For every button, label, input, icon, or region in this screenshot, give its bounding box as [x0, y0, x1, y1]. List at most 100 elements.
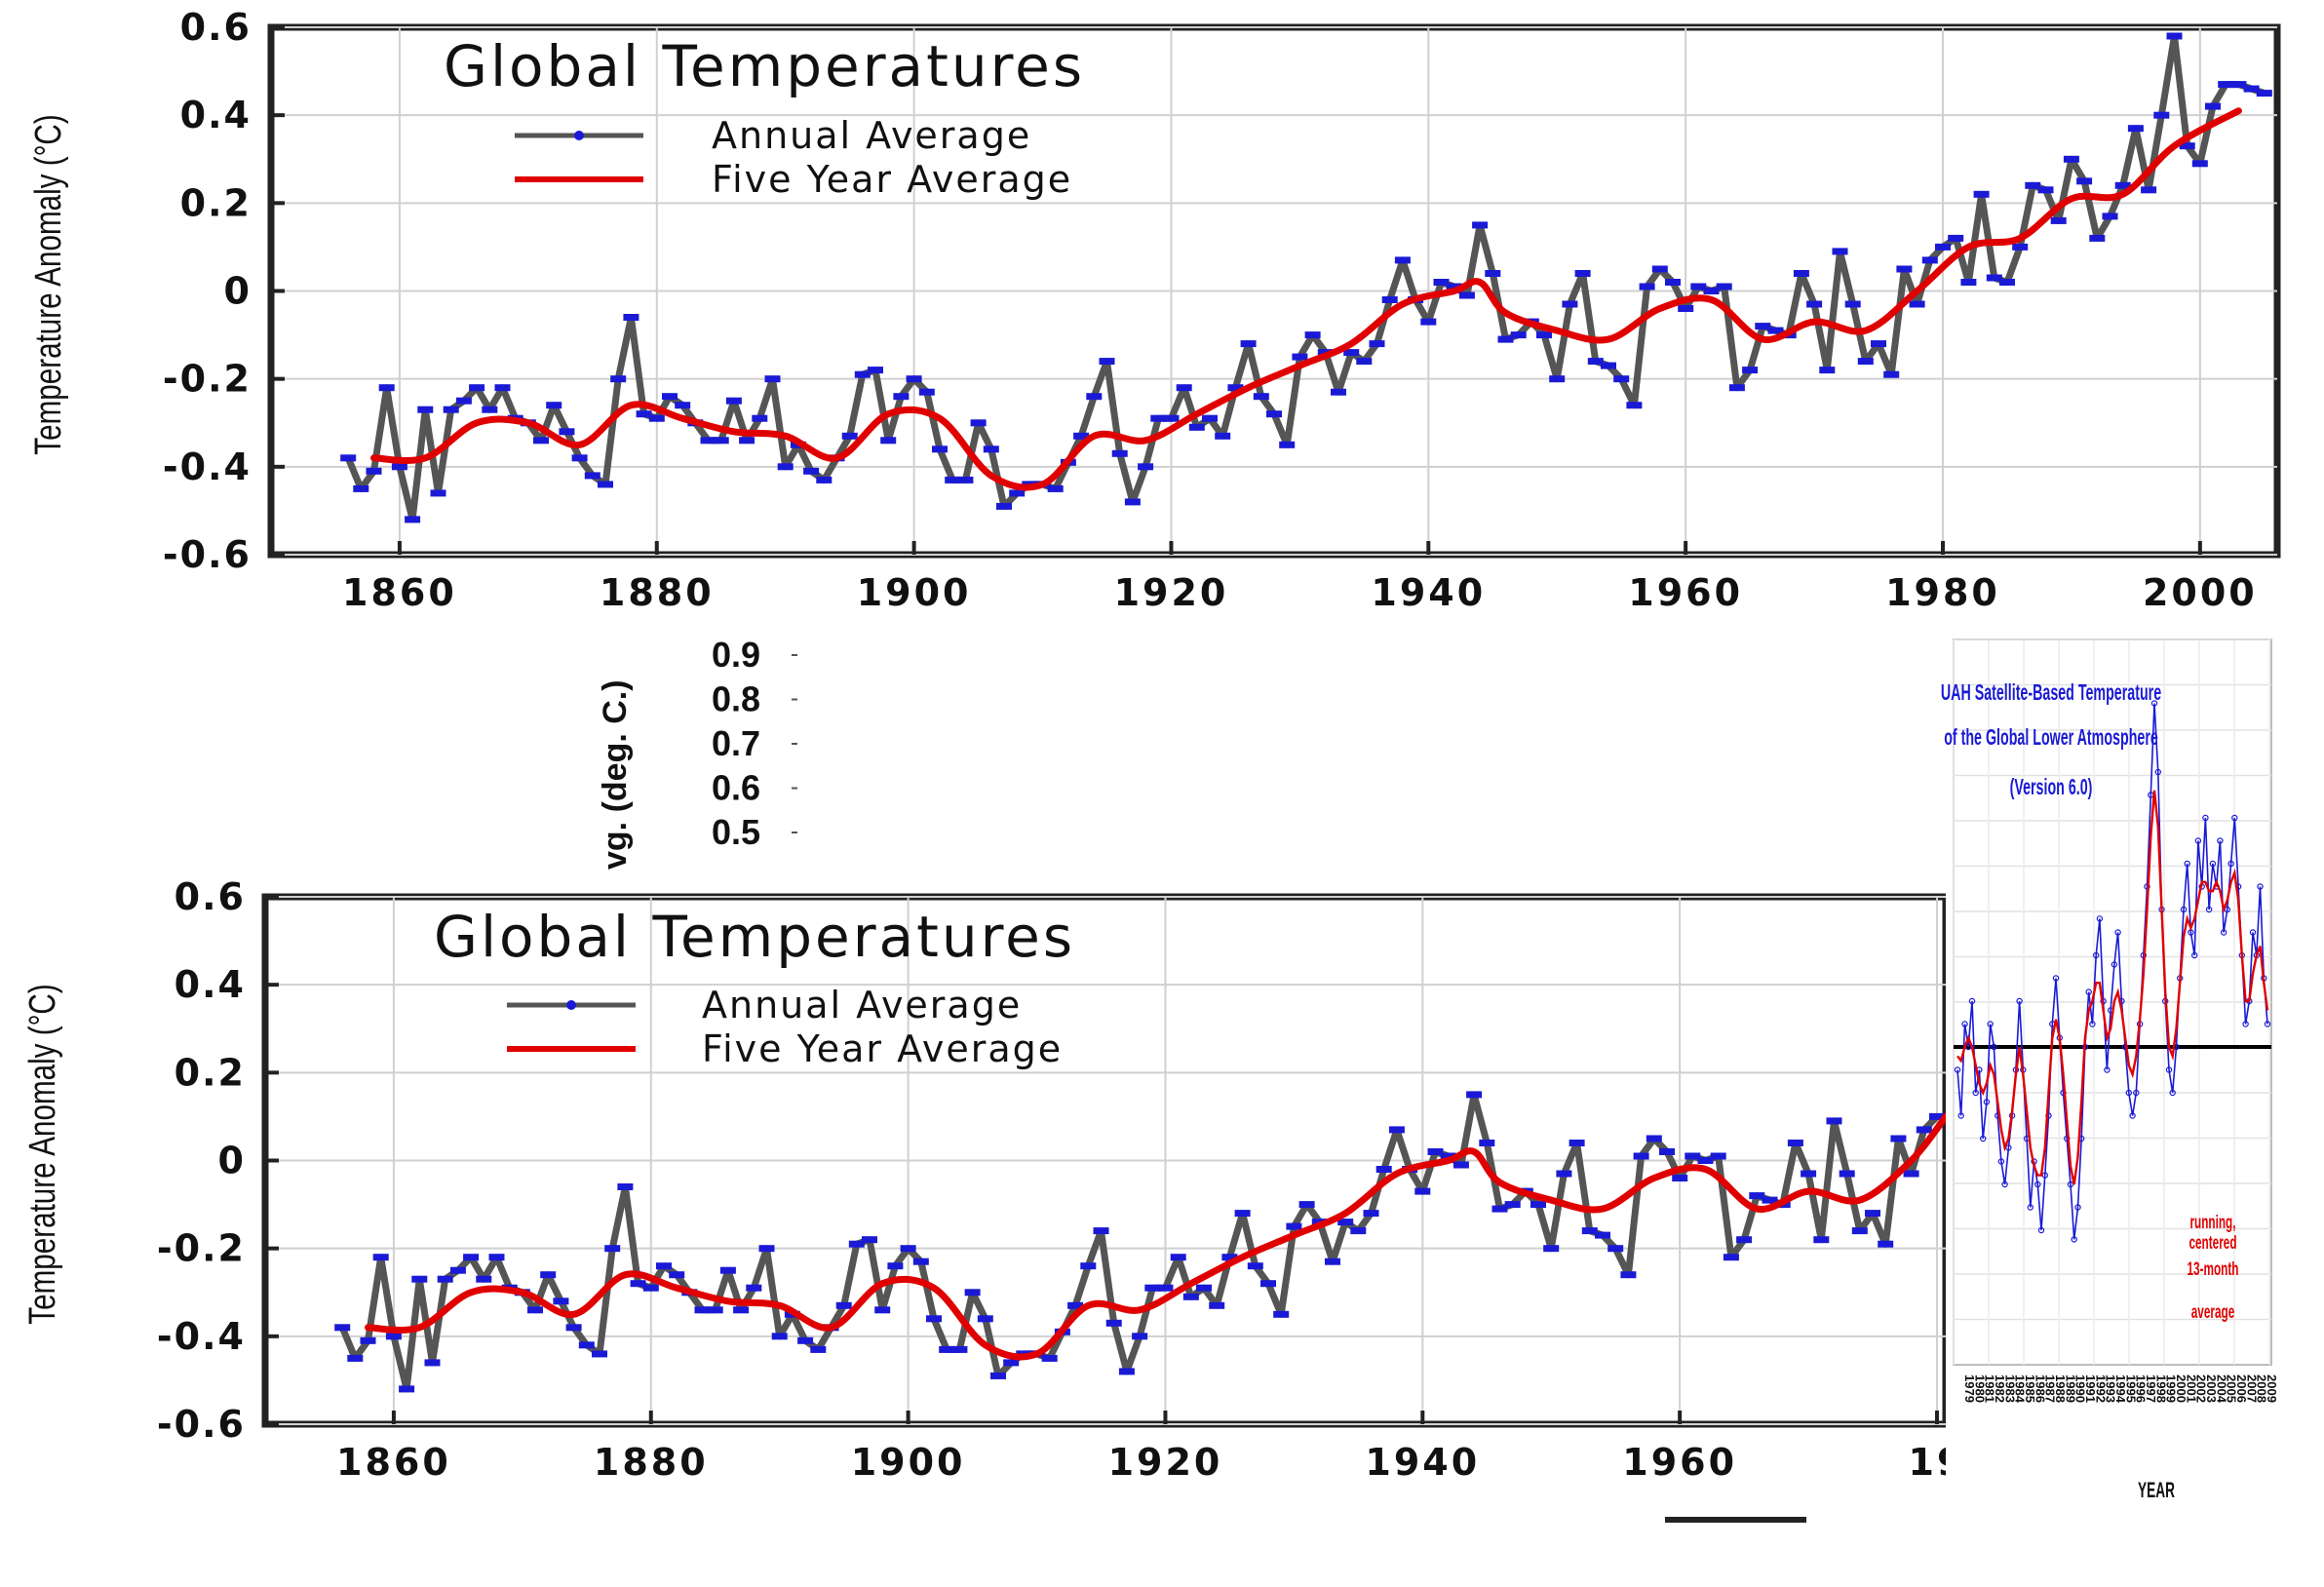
annual-average-point — [340, 454, 357, 462]
five-year-average-line — [370, 107, 2242, 491]
annual-average-point — [1530, 1201, 1546, 1209]
uah-monthly-point — [2227, 860, 2234, 868]
annual-average-point — [1960, 279, 1977, 286]
x-tick-label: 1940 — [1365, 1441, 1480, 1484]
uah-running-average-series — [1956, 790, 2269, 1185]
annual-average-point — [1118, 1368, 1135, 1375]
annual-average-point — [1543, 1245, 1560, 1253]
uah-monthly-point — [2089, 1021, 2096, 1027]
annual-average-point — [360, 1336, 376, 1344]
uah-title-line-1: UAH Satellite-Based Temperature — [1941, 681, 2161, 706]
annual-average-point — [1690, 283, 1707, 290]
grid — [265, 895, 2271, 1426]
x-tick-labels: 1860 1880 1900 1920 1940 1960 19 — [336, 1441, 1962, 1484]
annual-average-point — [1562, 300, 1578, 308]
annual-average-point — [841, 432, 858, 440]
annual-average-point — [906, 375, 922, 383]
annual-average-point — [1601, 362, 1616, 369]
uah-monthly-point — [2169, 1089, 2176, 1097]
five-year-average-line — [365, 1112, 1950, 1361]
y-axis-label: Temperature Anomaly (°C) — [28, 114, 69, 454]
annual-average-point — [385, 1333, 402, 1340]
annual-average-point — [746, 1284, 762, 1292]
uah-monthly-point — [1983, 1099, 1991, 1105]
annual-average-point — [598, 481, 613, 488]
uah-monthly-point — [2104, 1066, 2111, 1073]
annual-average-point — [1350, 1227, 1367, 1235]
annual-average-point — [1710, 1152, 1726, 1160]
uah-x-tick-label: 1983 — [2002, 1374, 2017, 1403]
annual-average-point — [1581, 1227, 1598, 1235]
annual-average-point — [1420, 318, 1437, 326]
uah-monthly-point — [2085, 988, 2092, 995]
uah-monthly-point — [2165, 1066, 2173, 1073]
annual-average-point — [719, 1266, 736, 1274]
annual-average-point — [1569, 1140, 1585, 1146]
uah-x-tick-label: 2006 — [2234, 1374, 2249, 1403]
annual-average-point — [405, 516, 421, 523]
annual-average-point — [1337, 1219, 1354, 1226]
annual-average-point — [1793, 270, 1809, 277]
y-tick-label: 0.2 — [180, 181, 252, 224]
annual-average-point — [1209, 1301, 1225, 1309]
annual-average-point — [437, 1275, 453, 1283]
annual-average-point — [2153, 111, 2170, 119]
annual-average-series — [340, 32, 2272, 523]
annual-average-point — [565, 1324, 582, 1332]
annual-average-point — [694, 1306, 711, 1314]
annual-average-point — [1343, 349, 1360, 357]
annual-average-point — [932, 445, 948, 453]
uah-x-axis-label: YEAR — [2138, 1478, 2175, 1502]
y-tick-label: 0.2 — [174, 1051, 246, 1094]
legend-annual-label: Annual Average — [702, 984, 1022, 1026]
x-tick-label: 1880 — [594, 1441, 709, 1484]
annual-average-point — [1273, 1310, 1290, 1318]
annual-average-point — [553, 1297, 569, 1305]
annual-average-point — [713, 437, 729, 445]
annual-average-point — [2205, 102, 2221, 110]
uah-x-tick-label: 1984 — [2013, 1374, 2028, 1404]
annual-average-point — [1369, 340, 1385, 348]
annual-average-point — [1787, 1140, 1803, 1146]
annual-average-point — [1144, 1284, 1161, 1292]
annual-average-point — [1723, 1254, 1739, 1261]
uah-x-tick-label: 1999 — [2164, 1374, 2179, 1403]
annual-average-point — [777, 463, 794, 471]
annual-average-point — [662, 393, 678, 401]
annual-average-point — [1595, 1231, 1610, 1239]
annual-average-point — [733, 1306, 750, 1314]
annual-average-point — [1266, 410, 1282, 418]
annual-average-point — [848, 1240, 865, 1248]
annual-average-point — [874, 1306, 891, 1314]
annual-average-point — [758, 1245, 775, 1253]
uah-x-tick-label: 2007 — [2244, 1374, 2259, 1403]
uah-x-tick-label: 1998 — [2153, 1374, 2168, 1403]
annual-average-point — [1574, 270, 1591, 277]
annual-average-point — [617, 1183, 634, 1190]
annual-average-point — [417, 406, 434, 413]
x-tick-label: 1900 — [857, 571, 972, 614]
annual-average-point — [1801, 1170, 1817, 1178]
annual-average-point — [1865, 1210, 1880, 1218]
annual-average-point — [476, 1275, 492, 1283]
y-tick-label: -0.4 — [163, 445, 252, 488]
uah-monthly-point — [2194, 837, 2202, 844]
annual-average-point — [1080, 1262, 1097, 1270]
annual-average-point — [1639, 283, 1655, 290]
hidden-chart-x-label-fragment — [1665, 1517, 1806, 1523]
x-tick-label: 1920 — [1114, 571, 1229, 614]
annual-average-point — [1626, 402, 1643, 409]
uah-x-tick-label: 1985 — [2023, 1374, 2037, 1403]
uah-x-tick-labels: 1979198019811982198319841985198619871988… — [1962, 1374, 2279, 1404]
annual-average-point — [893, 393, 910, 401]
five-year-average-series — [370, 107, 2242, 491]
annual-average-point — [964, 1289, 981, 1297]
annual-average-point — [1240, 340, 1257, 348]
annual-average-point — [482, 406, 498, 413]
annual-average-point — [443, 406, 459, 413]
global-temperatures-chart-bottom: 0.6 0.4 0.2 0 -0.2 -0.4 -0.6 1860 1880 1900 1920 1… — [0, 875, 2271, 1484]
annual-average-point — [1479, 1140, 1495, 1146]
annual-average-point — [1665, 279, 1681, 286]
annual-average-point — [1685, 1152, 1701, 1160]
uah-x-tick-label: 1979 — [1962, 1374, 1977, 1403]
